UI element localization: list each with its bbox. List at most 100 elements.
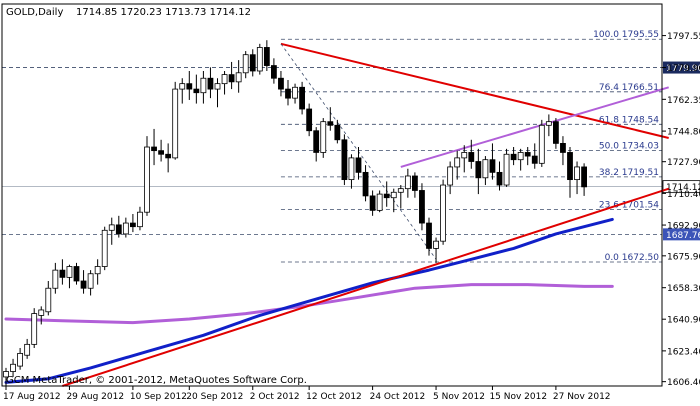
candle-body-bullish	[24, 343, 31, 356]
candle-body-bullish	[45, 287, 52, 313]
candle-body-bullish	[108, 224, 115, 231]
candle-body-bearish	[80, 280, 87, 289]
ma-slow-line	[4, 283, 614, 325]
y-tick-label: 1779.90	[667, 64, 700, 74]
candle-body-bearish	[489, 159, 496, 173]
y-tick-label: 1675.90	[667, 252, 700, 262]
candle-body-bullish	[461, 152, 468, 159]
horizontal-level-tag-label: 1779.90	[666, 64, 700, 74]
candle-body-bullish	[214, 83, 221, 90]
fib-level-label: 61.8 1748.54	[599, 115, 659, 125]
candle-body-bearish	[306, 108, 313, 132]
y-tick-label: 1606.40	[667, 378, 700, 388]
candle-body-bullish	[38, 309, 45, 316]
candle-body-bearish	[553, 121, 559, 144]
moving-averages	[4, 217, 614, 384]
candles	[3, 40, 587, 386]
candle-body-bullish	[574, 166, 580, 181]
trendline	[62, 187, 670, 387]
candle-body-bullish	[179, 83, 186, 90]
candle-body-bearish	[263, 47, 270, 66]
fib-level-label: 38.2 1719.51	[599, 168, 659, 178]
candle-body-bullish	[235, 72, 242, 83]
candle-body-bullish	[454, 157, 461, 168]
candle-body-bearish	[355, 157, 362, 173]
candle-body-bearish	[249, 54, 256, 72]
candle-body-bearish	[158, 150, 165, 155]
candle-body-bearish	[426, 222, 432, 249]
candle-body-bullish	[31, 313, 38, 345]
candle-body-bullish	[256, 47, 263, 72]
candle-body-bullish	[3, 371, 9, 378]
candle-body-bullish	[137, 211, 143, 228]
candle-body-bullish	[538, 124, 545, 164]
horizontal-lines: 1779.90 1687.76 1714.12	[2, 61, 700, 241]
fib-level-label: 23.6 1701.54	[599, 200, 659, 210]
x-tick-label: 17 Aug 2012	[3, 392, 61, 402]
copyright-text: GCM MetaTrader, © 2001-2012, MetaQuotes …	[6, 375, 307, 386]
candle-body-bearish	[524, 152, 531, 157]
candle-body-bearish	[468, 152, 475, 162]
candle-body-bullish	[172, 88, 179, 159]
candle-body-bearish	[73, 266, 80, 282]
candle-body-bearish	[411, 175, 418, 191]
x-tick-label: 24 Oct 2012	[370, 392, 426, 402]
candle-body-bearish	[419, 190, 425, 224]
candle-body-bullish	[320, 121, 327, 153]
x-tick-label: 20 Sep 2012	[186, 392, 243, 402]
candle-body-bullish	[221, 74, 228, 85]
candle-body-bearish	[510, 153, 517, 161]
candle-body-bullish	[17, 353, 24, 367]
candle-body-bullish	[397, 188, 404, 193]
candle-body-bullish	[200, 77, 207, 94]
candle-body-bearish	[285, 88, 291, 99]
candle-body-bullish	[376, 193, 383, 211]
x-tick-label: 27 Nov 2012	[553, 392, 611, 402]
candle-body-bullish	[242, 54, 249, 74]
candle-body-bearish	[334, 124, 341, 141]
candle-body-bullish	[482, 159, 489, 179]
y-tick-label: 1762.35	[667, 96, 700, 106]
candle-body-bearish	[165, 153, 172, 159]
trendline	[280, 42, 669, 139]
candle-body-bearish	[567, 152, 573, 181]
y-tick-label: 1658.30	[667, 284, 700, 294]
candle-body-bearish	[313, 130, 320, 153]
candle-body-bearish	[531, 155, 538, 164]
candle-body-bearish	[270, 65, 277, 79]
candle-body-bearish	[369, 195, 376, 211]
candle-body-bearish	[383, 193, 390, 199]
axes: 1797.55 1779.90 1762.35 1744.80 1727.90 1710.…	[1, 3, 700, 402]
x-tick-label: 2 Oct 2012	[250, 392, 300, 402]
fib-level-label: 0.0 1672.50	[605, 253, 660, 263]
chart-title: GOLD,Daily	[6, 7, 63, 18]
candle-body-bearish	[228, 74, 235, 83]
candle-body-bullish	[545, 121, 552, 126]
y-tick-label: 1692.90	[667, 222, 700, 232]
candle-body-bullish	[348, 157, 355, 181]
candle-body-bullish	[66, 266, 73, 278]
candle-body-bullish	[517, 152, 524, 161]
x-tick-label: 5 Nov 2012	[433, 392, 485, 402]
x-tick-label: 10 Sep 2012	[130, 392, 187, 402]
candle-body-bearish	[151, 146, 157, 152]
candle-body-bullish	[390, 191, 397, 199]
x-tick-label: 29 Aug 2012	[66, 392, 124, 402]
candle-body-bullish	[52, 269, 59, 289]
plot-frame	[1, 3, 663, 387]
horizontal-level-tag	[663, 61, 700, 74]
candle-body-bullish	[94, 266, 101, 275]
trendline	[400, 86, 669, 168]
candle-body-bullish	[10, 363, 16, 372]
horizontal-level-tag	[663, 228, 700, 241]
candle-body-bearish	[193, 88, 200, 94]
candle-body-bearish	[560, 143, 566, 153]
y-tick-label: 1623.40	[667, 347, 700, 357]
y-tick-label: 1727.90	[667, 158, 700, 168]
candle-body-bullish	[440, 184, 447, 242]
fib-level-label: 50.0 1734.03	[599, 142, 659, 152]
candle-body-bearish	[341, 139, 348, 181]
candle-body-bullish	[101, 229, 108, 267]
